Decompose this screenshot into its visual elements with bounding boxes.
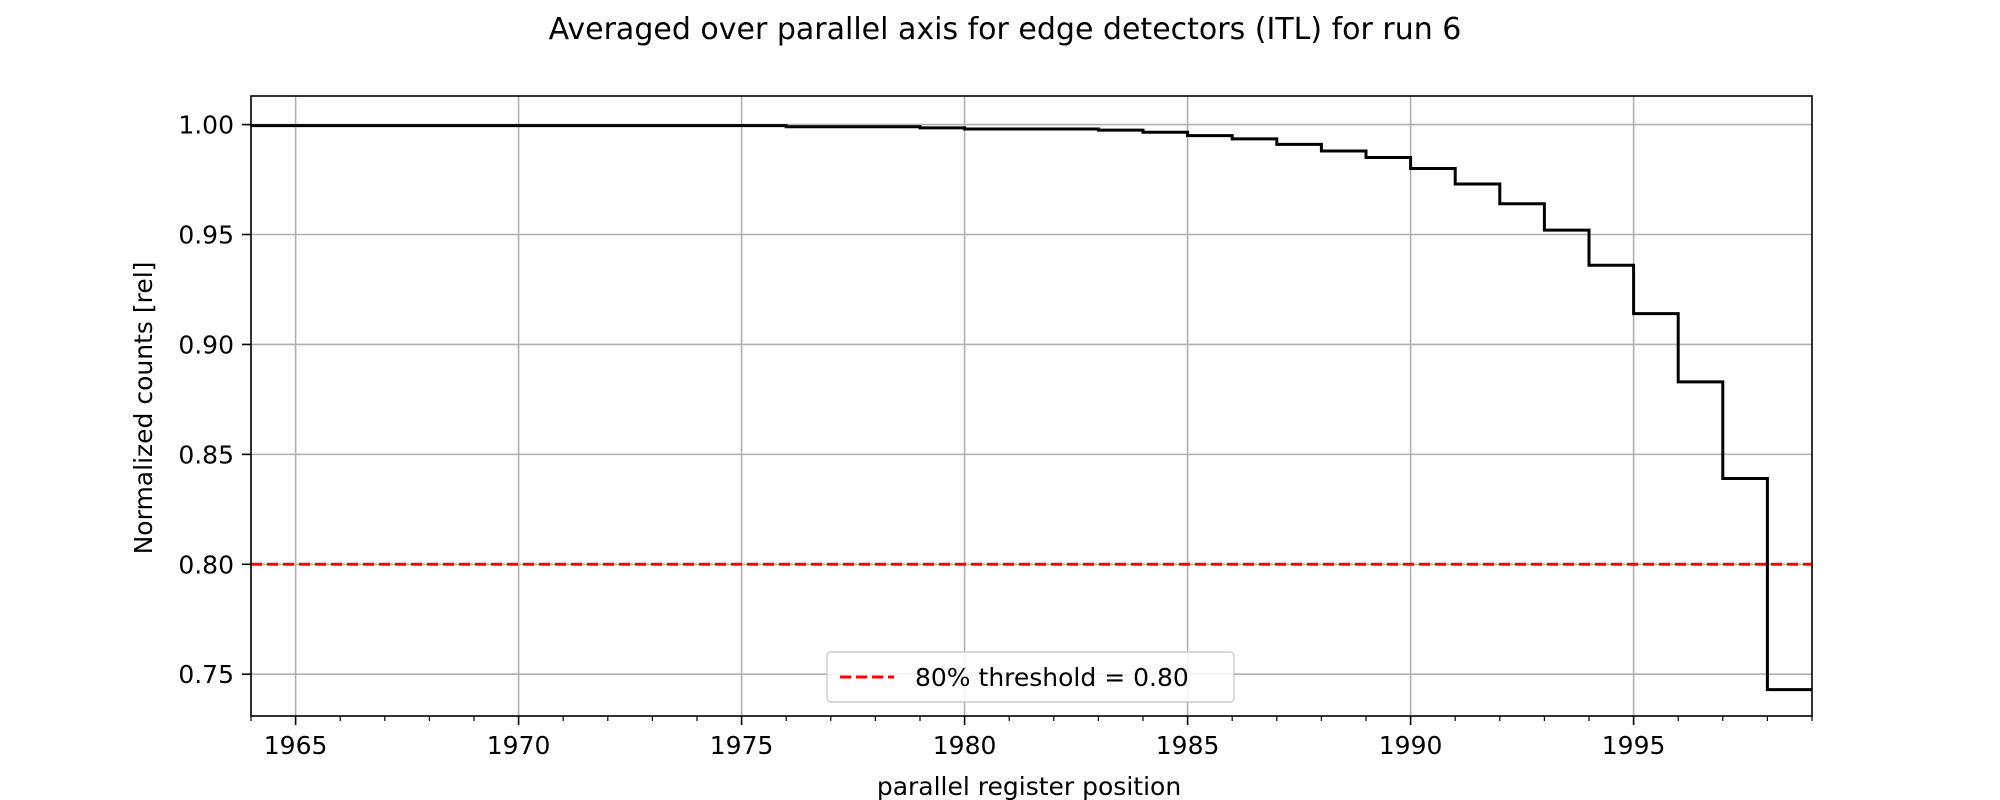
x-tick-label: 1980 [933, 731, 997, 760]
y-tick-label: 0.85 [178, 440, 234, 469]
x-tick-label: 1985 [1156, 731, 1220, 760]
series-lines [251, 124, 1812, 692]
y-tick-label: 0.95 [178, 221, 234, 250]
x-tick-label: 1970 [487, 731, 551, 760]
y-axis-ticks: 0.75 0.80 0.85 0.90 0.95 1.00 [178, 111, 251, 689]
y-tick-label: 0.90 [178, 330, 234, 359]
legend-label-threshold: 80% threshold = 0.80 [915, 663, 1189, 692]
step-series-line [251, 124, 1812, 692]
y-tick-label: 0.80 [178, 550, 234, 579]
x-tick-label: 1965 [264, 731, 328, 760]
y-tick-label: 0.75 [178, 660, 234, 689]
x-tick-label: 1995 [1602, 731, 1666, 760]
x-axis-title: parallel register position [877, 772, 1181, 800]
x-tick-label: 1990 [1379, 731, 1443, 760]
legend: 80% threshold = 0.80 [826, 651, 1235, 703]
plot-frame [250, 95, 1813, 717]
y-tick-label: 1.00 [178, 111, 234, 140]
chart-title: Averaged over parallel axis for edge det… [549, 12, 1462, 47]
x-axis-ticks: 1965 1970 1975 1980 1985 1990 1995 [250, 716, 1813, 760]
legend-box [826, 651, 1235, 703]
y-axis-title: Normalized counts [rel] [129, 262, 158, 555]
x-tick-label: 1975 [710, 731, 774, 760]
grid-lines [251, 96, 1812, 716]
